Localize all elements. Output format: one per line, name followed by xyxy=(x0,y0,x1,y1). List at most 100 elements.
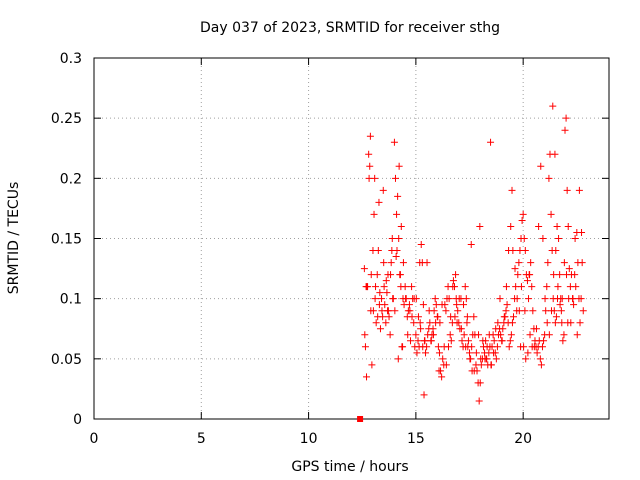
data-point xyxy=(366,132,374,140)
data-point xyxy=(417,241,425,249)
data-point xyxy=(537,162,545,170)
data-point xyxy=(498,337,506,345)
data-point xyxy=(419,301,427,309)
data-point xyxy=(406,307,414,315)
data-point xyxy=(387,271,395,279)
data-point xyxy=(374,247,382,255)
data-point xyxy=(508,319,516,327)
data-point xyxy=(368,361,376,369)
data-point xyxy=(547,307,555,315)
data-point xyxy=(408,283,416,291)
data-point xyxy=(578,228,586,236)
data-point xyxy=(365,150,373,158)
plot-frame xyxy=(93,57,610,420)
data-point xyxy=(560,331,568,339)
data-point xyxy=(502,283,510,291)
data-point xyxy=(493,343,501,351)
data-point xyxy=(528,283,536,291)
data-point xyxy=(545,174,553,182)
data-point xyxy=(517,343,525,351)
data-point xyxy=(564,319,572,327)
data-point xyxy=(410,319,418,327)
data-points xyxy=(357,102,587,422)
data-point xyxy=(438,373,446,381)
data-point xyxy=(449,283,457,291)
data-point xyxy=(545,331,553,339)
data-point xyxy=(509,247,517,255)
data-point xyxy=(422,349,430,357)
data-point xyxy=(540,337,548,345)
data-point xyxy=(507,222,515,230)
data-point xyxy=(518,216,526,224)
data-point xyxy=(578,259,586,267)
data-point xyxy=(378,295,386,303)
data-point xyxy=(505,343,513,351)
data-point xyxy=(510,313,518,321)
data-point xyxy=(431,295,439,303)
y-tick-label: 0.15 xyxy=(51,232,82,248)
data-point xyxy=(397,222,405,230)
data-point xyxy=(466,349,474,357)
data-point xyxy=(527,259,535,267)
data-point xyxy=(552,313,560,321)
y-tick-label: 0.2 xyxy=(60,171,82,187)
data-point xyxy=(466,355,474,363)
data-point xyxy=(558,319,566,327)
data-point xyxy=(553,222,561,230)
data-point xyxy=(407,337,415,345)
data-point xyxy=(462,295,470,303)
x-tick-label: 15 xyxy=(407,431,425,447)
data-point xyxy=(467,241,475,249)
data-point xyxy=(417,325,425,333)
data-point xyxy=(558,295,566,303)
data-point xyxy=(446,331,454,339)
data-point xyxy=(395,235,403,242)
data-point xyxy=(556,301,564,309)
data-point xyxy=(543,319,551,327)
data-point xyxy=(444,343,452,351)
data-point xyxy=(503,301,511,309)
data-point xyxy=(559,337,567,345)
data-point xyxy=(375,198,383,206)
data-point xyxy=(492,325,500,333)
data-point xyxy=(420,391,428,399)
data-point xyxy=(458,337,466,345)
data-point xyxy=(506,337,514,345)
data-point xyxy=(372,283,380,291)
data-point xyxy=(463,319,471,327)
x-tick-labels: 0 5 10 15 20 xyxy=(90,431,533,447)
data-point xyxy=(517,283,525,291)
data-point xyxy=(452,295,460,303)
data-point xyxy=(464,343,472,351)
data-point xyxy=(563,186,571,194)
data-point xyxy=(454,307,462,315)
data-point xyxy=(363,373,371,381)
data-point xyxy=(388,247,396,255)
data-point xyxy=(544,259,552,267)
data-point xyxy=(396,271,404,279)
data-point xyxy=(511,265,519,273)
data-point xyxy=(369,307,377,315)
data-point xyxy=(394,192,402,200)
data-point xyxy=(500,313,508,321)
data-point xyxy=(391,307,399,315)
data-point xyxy=(389,295,397,303)
data-point xyxy=(520,235,528,242)
data-point xyxy=(573,331,581,339)
data-point xyxy=(563,271,571,279)
data-point xyxy=(522,355,530,363)
data-point xyxy=(549,102,557,110)
data-point xyxy=(461,283,469,291)
axis-ticks xyxy=(93,57,609,420)
data-point xyxy=(436,319,444,327)
data-point xyxy=(385,313,393,321)
data-point xyxy=(371,174,379,182)
data-point xyxy=(412,331,420,339)
data-point xyxy=(421,337,429,345)
data-point xyxy=(525,295,533,303)
data-point xyxy=(399,343,407,351)
data-point xyxy=(562,114,570,122)
x-tick-label: 10 xyxy=(300,431,318,447)
data-point xyxy=(475,331,483,339)
